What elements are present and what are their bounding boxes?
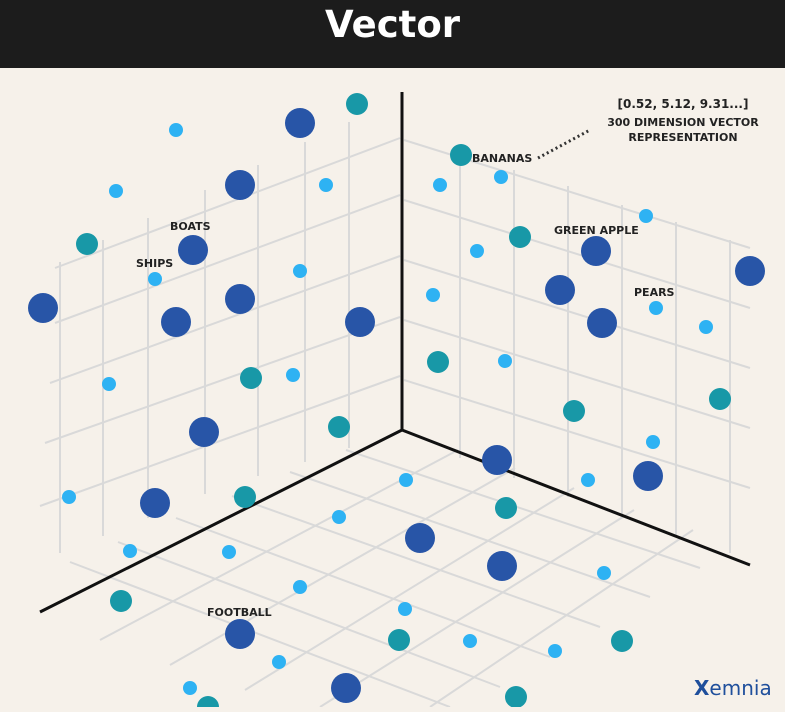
vector-point bbox=[110, 590, 132, 612]
axes bbox=[39, 92, 751, 614]
vector-point bbox=[102, 377, 116, 391]
vector-point bbox=[587, 308, 617, 338]
vector-point bbox=[183, 681, 197, 695]
grid-left-wall bbox=[39, 122, 401, 553]
xemnia-logo: Xemnia bbox=[694, 676, 772, 700]
vector-point bbox=[225, 619, 255, 649]
label-boats: BOATS bbox=[170, 220, 211, 233]
vector-point bbox=[470, 244, 484, 258]
vector-point bbox=[178, 235, 208, 265]
vector-point bbox=[611, 630, 633, 652]
vector-point bbox=[505, 686, 527, 708]
vector-point bbox=[272, 655, 286, 669]
vector-point bbox=[225, 284, 255, 314]
label-pears: PEARS bbox=[634, 286, 675, 299]
vector-point bbox=[399, 473, 413, 487]
vector-point bbox=[563, 400, 585, 422]
diagram-canvas: [0.52, 5.12, 9.31...] 300 DIMENSION VECT… bbox=[28, 92, 765, 712]
points-layer bbox=[28, 93, 765, 712]
vector-point bbox=[433, 178, 447, 192]
vector-point bbox=[633, 461, 663, 491]
vector-point bbox=[427, 351, 449, 373]
vector-point bbox=[331, 673, 361, 703]
vector-point bbox=[240, 367, 262, 389]
label-ships: SHIPS bbox=[136, 257, 173, 270]
vector-point bbox=[161, 307, 191, 337]
label-football: FOOTBALL bbox=[207, 606, 272, 619]
dimension-label-line2: REPRESENTATION bbox=[628, 131, 737, 144]
logo-text: emnia bbox=[709, 676, 772, 700]
label-green-apple: GREEN APPLE bbox=[554, 224, 639, 237]
vector-point bbox=[293, 264, 307, 278]
vector-point bbox=[639, 209, 653, 223]
leader-line bbox=[537, 128, 591, 160]
vector-point bbox=[285, 108, 315, 138]
vector-point bbox=[735, 256, 765, 286]
vector-point bbox=[346, 93, 368, 115]
vector-point bbox=[699, 320, 713, 334]
vector-point bbox=[482, 445, 512, 475]
vector-point bbox=[545, 275, 575, 305]
vector-point bbox=[169, 123, 183, 137]
vector-point bbox=[463, 634, 477, 648]
vector-point bbox=[388, 629, 410, 651]
vector-point bbox=[62, 490, 76, 504]
vector-point bbox=[293, 580, 307, 594]
vector-point bbox=[225, 170, 255, 200]
vector-values-label: [0.52, 5.12, 9.31...] bbox=[618, 97, 749, 111]
vector-point bbox=[581, 473, 595, 487]
vector-point bbox=[597, 566, 611, 580]
label-bananas: BANANAS bbox=[472, 152, 532, 165]
vector-point bbox=[319, 178, 333, 192]
vector-point bbox=[109, 184, 123, 198]
dimension-label-line1: 300 DIMENSION VECTOR bbox=[607, 116, 759, 129]
vector-point bbox=[649, 301, 663, 315]
vector-point bbox=[450, 144, 472, 166]
vector-point bbox=[405, 523, 435, 553]
vector-point bbox=[709, 388, 731, 410]
vector-point bbox=[189, 417, 219, 447]
vector-point bbox=[328, 416, 350, 438]
vector-point bbox=[28, 293, 58, 323]
vector-point bbox=[332, 510, 346, 524]
vector-point bbox=[222, 545, 236, 559]
grid-right-wall bbox=[403, 139, 751, 553]
logo-x-letter: X bbox=[694, 676, 710, 700]
vector-point bbox=[509, 226, 531, 248]
vector-point bbox=[345, 307, 375, 337]
vector-point bbox=[123, 544, 137, 558]
vector-point bbox=[487, 551, 517, 581]
vector-point bbox=[494, 170, 508, 184]
grid-floor bbox=[69, 449, 701, 708]
vector-point bbox=[234, 486, 256, 508]
vector-point bbox=[646, 435, 660, 449]
vector-point bbox=[581, 236, 611, 266]
vector-point bbox=[197, 696, 219, 712]
vector-point bbox=[426, 288, 440, 302]
vector-point bbox=[398, 602, 412, 616]
vector-point bbox=[148, 272, 162, 286]
page-title: Vector bbox=[325, 3, 460, 46]
vector-point bbox=[498, 354, 512, 368]
vector-point bbox=[495, 497, 517, 519]
header-bar: Vector bbox=[0, 0, 785, 68]
vector-point bbox=[286, 368, 300, 382]
vector-space-diagram: [0.52, 5.12, 9.31...] 300 DIMENSION VECT… bbox=[0, 68, 785, 712]
vector-point bbox=[548, 644, 562, 658]
vector-point bbox=[76, 233, 98, 255]
vector-point bbox=[140, 488, 170, 518]
